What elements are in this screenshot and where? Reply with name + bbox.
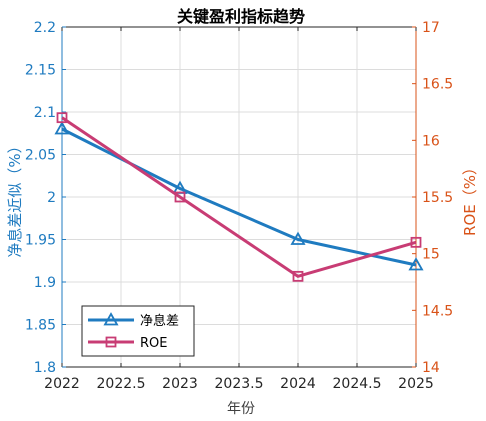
x-tick-label: 2023.5 (215, 376, 264, 392)
y-left-axis-label: 净息差近似（%） (6, 138, 24, 257)
legend: 净息差 ROE (81, 305, 195, 357)
y-left-tick-label: 1.8 (34, 360, 56, 376)
data-point (54, 121, 70, 135)
x-tick-label: 2024 (280, 376, 316, 392)
y-right-tick-label: 17 (422, 20, 440, 36)
x-tick-label: 2025 (398, 376, 434, 392)
data-point (292, 270, 304, 282)
y-right-tick-label: 14.5 (422, 303, 453, 319)
series-line (61, 116, 417, 278)
x-tick-label: 2023 (162, 376, 198, 392)
y-left-tick-label: 2.2 (34, 20, 56, 36)
y-left-tick-label: 1.85 (25, 318, 56, 334)
data-point (410, 236, 422, 248)
legend-box (81, 305, 195, 357)
series-roe (56, 112, 422, 282)
y-right-tick-label: 16.5 (422, 77, 453, 93)
data-point (290, 231, 306, 245)
y-right-tick-label: 15 (422, 247, 440, 263)
y-left-tick-label: 1.9 (34, 275, 56, 291)
chart-title: 关键盈利指标趋势 (177, 7, 305, 26)
x-tick-label: 2022 (44, 376, 80, 392)
y-right-tick-label: 16 (422, 133, 440, 149)
y-right-tick-label: 14 (422, 360, 440, 376)
y-right-tick-label: 15.5 (422, 190, 453, 206)
legend-label: 净息差 (140, 313, 179, 329)
x-tick-label: 2024.5 (333, 376, 382, 392)
y-left-tick-label: 2.1 (34, 105, 56, 121)
x-axis-label: 年份 (227, 401, 255, 417)
y-left-tick-label: 1.95 (25, 233, 56, 249)
legend-label: ROE (140, 336, 167, 351)
data-point (408, 257, 424, 271)
legend-swatch-marker (105, 336, 117, 348)
y-left-tick-label: 2 (47, 190, 56, 206)
y-left-tick-label: 2.05 (25, 148, 56, 164)
y-left-tick-label: 2.15 (25, 63, 56, 79)
x-tick-label: 2022.5 (97, 376, 146, 392)
data-point (56, 112, 68, 124)
data-point (174, 191, 186, 203)
y-right-axis-label: ROE（%） (461, 160, 479, 236)
legend-swatch-marker (103, 312, 119, 326)
